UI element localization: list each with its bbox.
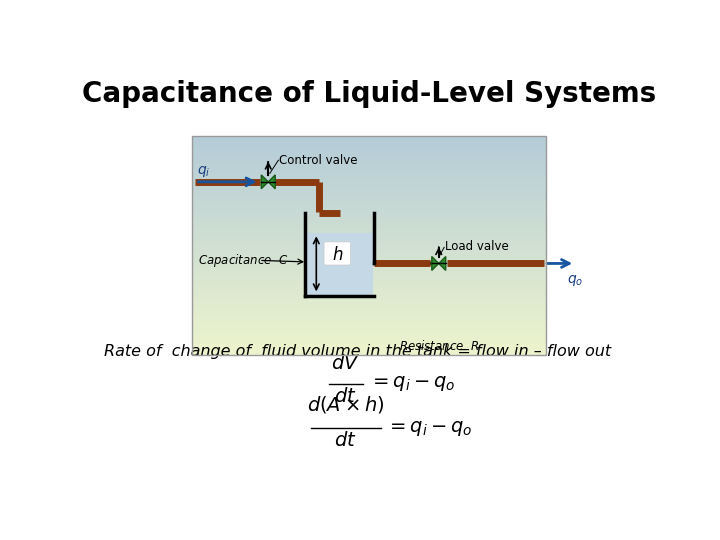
Bar xyxy=(192,245,546,252)
Bar xyxy=(192,191,546,197)
Polygon shape xyxy=(269,175,275,189)
Bar xyxy=(192,333,546,340)
Text: Control valve: Control valve xyxy=(279,154,358,167)
Bar xyxy=(192,267,546,274)
Bar xyxy=(192,284,546,290)
Text: Load valve: Load valve xyxy=(445,240,509,253)
Bar xyxy=(192,289,546,295)
Text: $dt$: $dt$ xyxy=(334,387,357,406)
Bar xyxy=(192,322,546,328)
Bar xyxy=(192,328,546,334)
Text: $= q_i - q_o$: $= q_i - q_o$ xyxy=(386,418,473,438)
Bar xyxy=(192,168,546,175)
Bar xyxy=(192,262,546,268)
Bar xyxy=(192,273,546,279)
Text: $dt$: $dt$ xyxy=(334,431,357,450)
Bar xyxy=(192,136,546,142)
Bar xyxy=(192,207,546,213)
Bar xyxy=(192,234,546,241)
Bar xyxy=(192,224,546,230)
Bar xyxy=(192,349,546,356)
Bar xyxy=(192,300,546,307)
Bar xyxy=(192,179,546,186)
Bar xyxy=(192,240,546,246)
Text: $dV$: $dV$ xyxy=(331,354,360,373)
Text: Capacitance  $C$: Capacitance $C$ xyxy=(199,252,289,269)
Bar xyxy=(192,295,546,301)
Bar xyxy=(192,141,546,147)
Bar xyxy=(192,152,546,158)
Text: Capacitance of Liquid-Level Systems: Capacitance of Liquid-Level Systems xyxy=(82,80,656,108)
Bar xyxy=(192,278,546,285)
Bar xyxy=(192,256,546,262)
Polygon shape xyxy=(432,256,438,271)
Text: $d(A \times h)$: $d(A \times h)$ xyxy=(307,394,384,415)
Bar xyxy=(192,344,546,350)
Bar xyxy=(192,316,546,323)
Bar xyxy=(192,251,546,257)
Text: $= q_i - q_o$: $= q_i - q_o$ xyxy=(369,374,456,393)
Bar xyxy=(192,196,546,202)
Bar xyxy=(192,136,546,355)
Bar xyxy=(192,339,546,345)
Text: Resistance  $R$: Resistance $R$ xyxy=(399,339,479,353)
Text: $q_i$: $q_i$ xyxy=(197,164,210,179)
Bar xyxy=(306,233,373,296)
Bar xyxy=(192,163,546,170)
Polygon shape xyxy=(261,175,269,189)
Text: Rate of  change of  fluid volume in the tank = flow in – flow out: Rate of change of fluid volume in the ta… xyxy=(104,344,611,359)
Bar xyxy=(192,311,546,318)
Bar xyxy=(192,212,546,219)
Bar xyxy=(192,218,546,224)
Bar xyxy=(192,174,546,180)
FancyBboxPatch shape xyxy=(324,242,351,265)
Bar xyxy=(192,229,546,235)
Text: $q_o$: $q_o$ xyxy=(567,273,584,288)
Polygon shape xyxy=(438,256,446,271)
Bar xyxy=(192,147,546,153)
Text: h: h xyxy=(332,246,343,264)
Bar xyxy=(192,306,546,312)
Bar xyxy=(192,185,546,191)
Bar xyxy=(192,158,546,164)
Bar xyxy=(192,201,546,208)
